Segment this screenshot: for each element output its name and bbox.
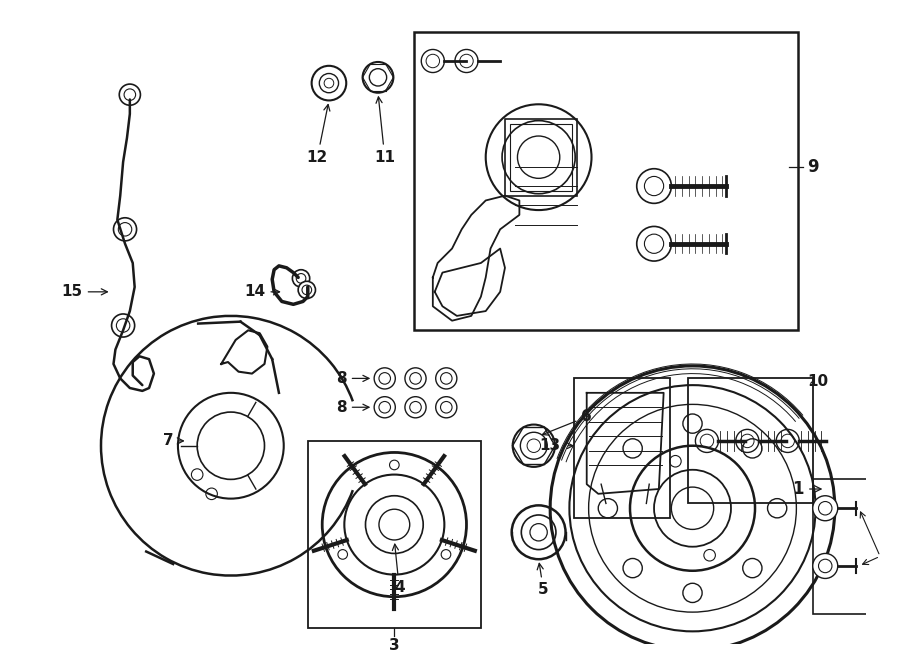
Text: 2: 2: [898, 537, 900, 556]
Bar: [505, 119, 577, 196]
Circle shape: [405, 368, 426, 389]
Circle shape: [292, 270, 310, 287]
Circle shape: [120, 84, 140, 105]
Circle shape: [298, 281, 316, 299]
Circle shape: [374, 397, 395, 418]
Bar: [813, 479, 876, 614]
Text: 15: 15: [61, 284, 107, 299]
Circle shape: [374, 368, 395, 389]
Bar: [509, 124, 572, 191]
Text: 13: 13: [540, 438, 561, 453]
Text: 14: 14: [244, 284, 280, 299]
Text: 1: 1: [793, 480, 821, 498]
Text: 10: 10: [807, 373, 828, 389]
Text: 9: 9: [807, 158, 818, 176]
Circle shape: [436, 397, 457, 418]
Text: 11: 11: [374, 97, 395, 165]
Text: 12: 12: [307, 104, 330, 165]
Bar: [574, 378, 670, 518]
Circle shape: [813, 496, 838, 521]
Circle shape: [436, 368, 457, 389]
Bar: [688, 378, 813, 504]
Text: 4: 4: [392, 544, 404, 595]
Circle shape: [363, 62, 393, 93]
Text: 6: 6: [543, 409, 592, 435]
Text: 8: 8: [336, 371, 369, 386]
Text: 5: 5: [537, 563, 549, 598]
Circle shape: [113, 217, 137, 241]
Bar: [308, 441, 481, 629]
Circle shape: [405, 397, 426, 418]
Circle shape: [112, 314, 135, 337]
Text: 8: 8: [336, 400, 369, 414]
Circle shape: [813, 553, 838, 578]
Text: 7: 7: [163, 434, 184, 448]
Bar: [414, 32, 798, 330]
Text: 3: 3: [389, 639, 400, 653]
